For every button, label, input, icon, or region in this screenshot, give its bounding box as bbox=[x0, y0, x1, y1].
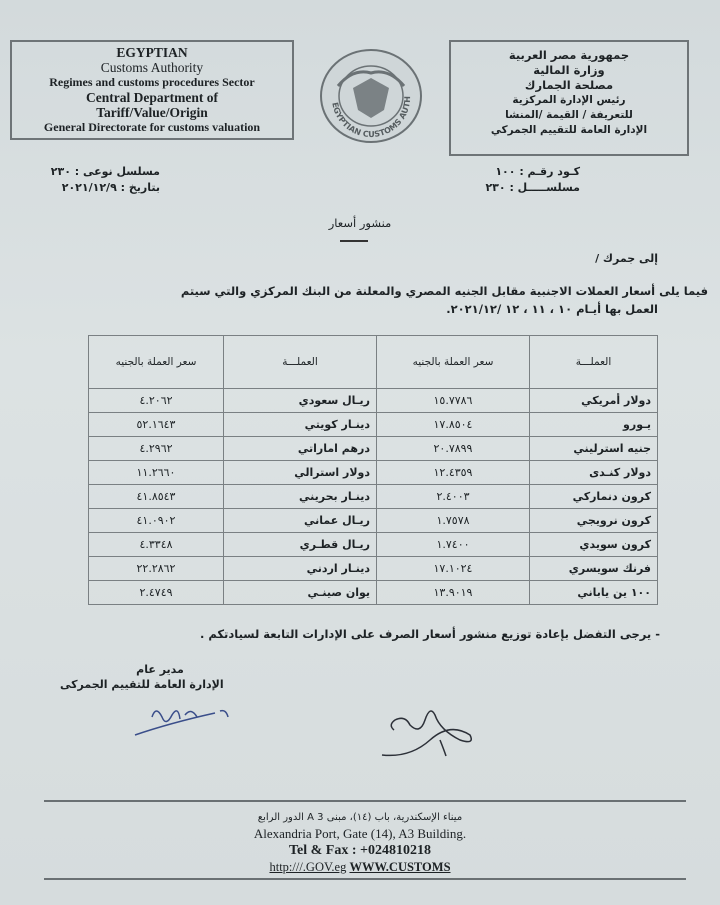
currency-rate: ٥٢.١٦٤٣ bbox=[88, 412, 224, 437]
document-title: منشور أسعار bbox=[328, 216, 392, 230]
currency-rate: ١٣.٩٠١٩ bbox=[376, 580, 530, 605]
currency-rate: ٤.٢٠٦٢ bbox=[88, 388, 224, 413]
currency-rate: ٢٢.٢٨٦٢ bbox=[88, 556, 224, 581]
footer-address-arabic: ميناء الإسكندرية، باب (١٤)، مبنى 3 A الد… bbox=[257, 812, 463, 823]
currency-name: يـورو bbox=[529, 412, 658, 437]
table-row: دولار كنـدى ١٢.٤٣٥٩ دولار استرالي ١١.٢٦٦٠ bbox=[88, 460, 658, 485]
table-row: جنيه استرليني ٢٠.٧٨٩٩ درهم اماراتي ٤.٢٩٦٢ bbox=[88, 436, 658, 461]
header-line: مصلحة الجمارك bbox=[524, 78, 614, 92]
currency-name: دولار استرالي bbox=[223, 460, 377, 485]
english-header-box: EGYPTIAN Customs Authority Regimes and c… bbox=[10, 40, 294, 140]
currency-name: ريـال عماني bbox=[223, 508, 377, 533]
header-line: الإدارة العامة للتقييم الجمركي bbox=[490, 124, 648, 136]
header-line: EGYPTIAN bbox=[116, 45, 188, 60]
signatory-title: مدير عام bbox=[136, 663, 184, 676]
type-serial-date-block: مسلسل نوعى : ٢٣٠ بتاريخ : ٢٠٢١/١٢/٩ bbox=[51, 164, 160, 196]
column-header-rate: سعر العملة بالجنيه bbox=[376, 335, 530, 389]
recipient: إلى جمرك / bbox=[595, 252, 658, 265]
intro-line-1: فيما يلى أسعار العملات الاجنبية مقابل ال… bbox=[180, 284, 708, 298]
footer-address-english: Alexandria Port, Gate (14), A3 Building. bbox=[253, 826, 467, 841]
table-row: دولار أمريكي ١٥.٧٧٨٦ ريـال سعودي ٤.٢٠٦٢ bbox=[88, 388, 658, 413]
currency-name: دينـار بحريني bbox=[223, 484, 377, 509]
table-row: كرون سويدي ١.٧٤٠٠ ريـال قطـري ٤.٣٣٤٨ bbox=[88, 532, 658, 557]
table-row: ١٠٠ ين ياباني ١٣.٩٠١٩ يوان صينـي ٢.٤٧٤٩ bbox=[88, 580, 658, 605]
document-date: بتاريخ : ٢٠٢١/١٢/٩ bbox=[61, 181, 160, 194]
handwritten-signature bbox=[381, 710, 472, 757]
currency-rate: ٤١.٠٩٠٢ bbox=[88, 508, 224, 533]
column-header-rate: سعر العملة بالجنيه bbox=[88, 335, 224, 389]
customs-authority-seal-logo: EGYPTIAN CUSTOMS AUTHORITY bbox=[318, 48, 422, 143]
currency-rate: ٤١.٨٥٤٣ bbox=[88, 484, 224, 509]
table-row: كرون دنماركي ٢.٤٠٠٣ دينـار بحريني ٤١.٨٥٤٣ bbox=[88, 484, 658, 509]
currency-name: جنيه استرليني bbox=[529, 436, 658, 461]
code-serial-block: كـود رقـم : ١٠٠ مسلســـــل : ٢٣٠ bbox=[485, 164, 580, 196]
currency-rate: ٢.٤٠٠٣ bbox=[376, 484, 530, 509]
currency-rate: ٢٠.٧٨٩٩ bbox=[376, 436, 530, 461]
currency-rate: ١٢.٤٣٥٩ bbox=[376, 460, 530, 485]
currency-name: فرنك سويسري bbox=[529, 556, 658, 581]
currency-rate: ١٧.١٠٢٤ bbox=[376, 556, 530, 581]
currency-rate: ١.٧٥٧٨ bbox=[376, 508, 530, 533]
currency-rate: ١٥.٧٧٨٦ bbox=[376, 388, 530, 413]
currency-name: ريـال سعودي bbox=[223, 388, 377, 413]
website-link[interactable]: WWW.CUSTOMS bbox=[349, 860, 451, 874]
signatory-block: مدير عام الإدارة العامة للتقييم الجمركى bbox=[60, 662, 260, 692]
currency-rate: ٤.٣٣٤٨ bbox=[88, 532, 224, 557]
header-line: Customs Authority bbox=[100, 60, 204, 75]
title-underline bbox=[340, 240, 368, 242]
currency-name: درهم اماراتي bbox=[223, 436, 377, 461]
header-line: جمهورية مصر العربية bbox=[508, 48, 630, 62]
currency-name: دولار كنـدى bbox=[529, 460, 658, 485]
currency-name: ريـال قطـري bbox=[223, 532, 377, 557]
currency-name: ١٠٠ ين ياباني bbox=[529, 580, 658, 605]
currency-name: يوان صينـي bbox=[223, 580, 377, 605]
header-line: رئيس الإدارة المركزية bbox=[512, 94, 626, 106]
currency-name: كرون دنماركي bbox=[529, 484, 658, 509]
table-row: كرون نرويجي ١.٧٥٧٨ ريـال عماني ٤١.٠٩٠٢ bbox=[88, 508, 658, 533]
column-header-currency: العملـــة bbox=[223, 335, 377, 389]
currency-rate: ١١.٢٦٦٠ bbox=[88, 460, 224, 485]
header-line: للتعريفة / القيمة /المنشا bbox=[505, 109, 633, 121]
header-line: وزارة المالية bbox=[533, 63, 605, 77]
table-row: يـورو ١٧.٨٥٠٤ دينـار كويتي ٥٢.١٦٤٣ bbox=[88, 412, 658, 437]
currency-rate: ٤.٢٩٦٢ bbox=[88, 436, 224, 461]
header-line: General Directorate for customs valuatio… bbox=[43, 120, 261, 134]
footer-tel-fax: Tel & Fax : +024810218 bbox=[288, 843, 431, 858]
currency-name: دينـار اردني bbox=[223, 556, 377, 581]
header-line: Tariff/Value/Origin bbox=[96, 105, 208, 120]
website-link[interactable]: http:///.GOV.eg bbox=[269, 860, 347, 874]
footer-web: http:///.GOV.eg WWW.CUSTOMS bbox=[0, 860, 720, 875]
signatory-department: الإدارة العامة للتقييم الجمركى bbox=[60, 678, 224, 691]
intro-line-2: العمل بها أيـام ١٠ ، ١١ ، ١٢ /٢٠٢١/١٢. bbox=[446, 302, 658, 316]
code-number: كـود رقـم : ١٠٠ bbox=[495, 165, 580, 178]
distribution-note: - يرجى التفضل بإعادة توزيع منشور أسعار ا… bbox=[199, 627, 660, 641]
currency-rate: ١٧.٨٥٠٤ bbox=[376, 412, 530, 437]
table-header-row: العملـــة سعر العملة بالجنيه العملـــة س… bbox=[88, 335, 658, 389]
currency-name: دينـار كويتي bbox=[223, 412, 377, 437]
column-header-currency: العملـــة bbox=[529, 335, 658, 389]
header-line: Regimes and customs procedures Sector bbox=[49, 75, 255, 89]
footer-divider bbox=[44, 800, 686, 802]
handwritten-initials bbox=[134, 709, 229, 736]
serial-number: مسلســـــل : ٢٣٠ bbox=[485, 181, 580, 194]
currency-name: دولار أمريكي bbox=[529, 388, 658, 413]
currency-name: كرون نرويجي bbox=[529, 508, 658, 533]
type-serial: مسلسل نوعى : ٢٣٠ bbox=[50, 165, 160, 178]
footer-bottom-divider bbox=[44, 878, 686, 880]
header-line: Central Department of bbox=[86, 90, 218, 105]
arabic-header-box: جمهورية مصر العربية وزارة المالية مصلحة … bbox=[449, 40, 689, 156]
currency-name: كرون سويدي bbox=[529, 532, 658, 557]
currency-rate: ١.٧٤٠٠ bbox=[376, 532, 530, 557]
exchange-rates-table: العملـــة سعر العملة بالجنيه العملـــة س… bbox=[88, 335, 658, 605]
currency-rate: ٢.٤٧٤٩ bbox=[88, 580, 224, 605]
table-row: فرنك سويسري ١٧.١٠٢٤ دينـار اردني ٢٢.٢٨٦٢ bbox=[88, 556, 658, 581]
